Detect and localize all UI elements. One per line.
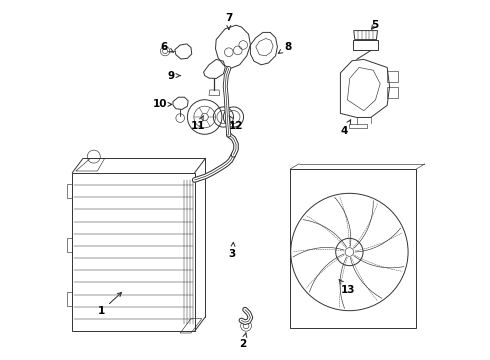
- Text: 10: 10: [153, 99, 172, 109]
- Text: 6: 6: [160, 42, 173, 52]
- Text: 4: 4: [341, 120, 351, 136]
- Text: 1: 1: [98, 292, 122, 316]
- Text: 2: 2: [240, 333, 247, 349]
- Text: 5: 5: [371, 20, 378, 30]
- Text: 12: 12: [229, 116, 243, 131]
- Text: 7: 7: [225, 13, 232, 30]
- Text: 9: 9: [168, 71, 180, 81]
- Text: 13: 13: [339, 280, 355, 295]
- Text: 3: 3: [229, 242, 236, 259]
- Text: 8: 8: [278, 42, 292, 53]
- Text: 11: 11: [191, 116, 205, 131]
